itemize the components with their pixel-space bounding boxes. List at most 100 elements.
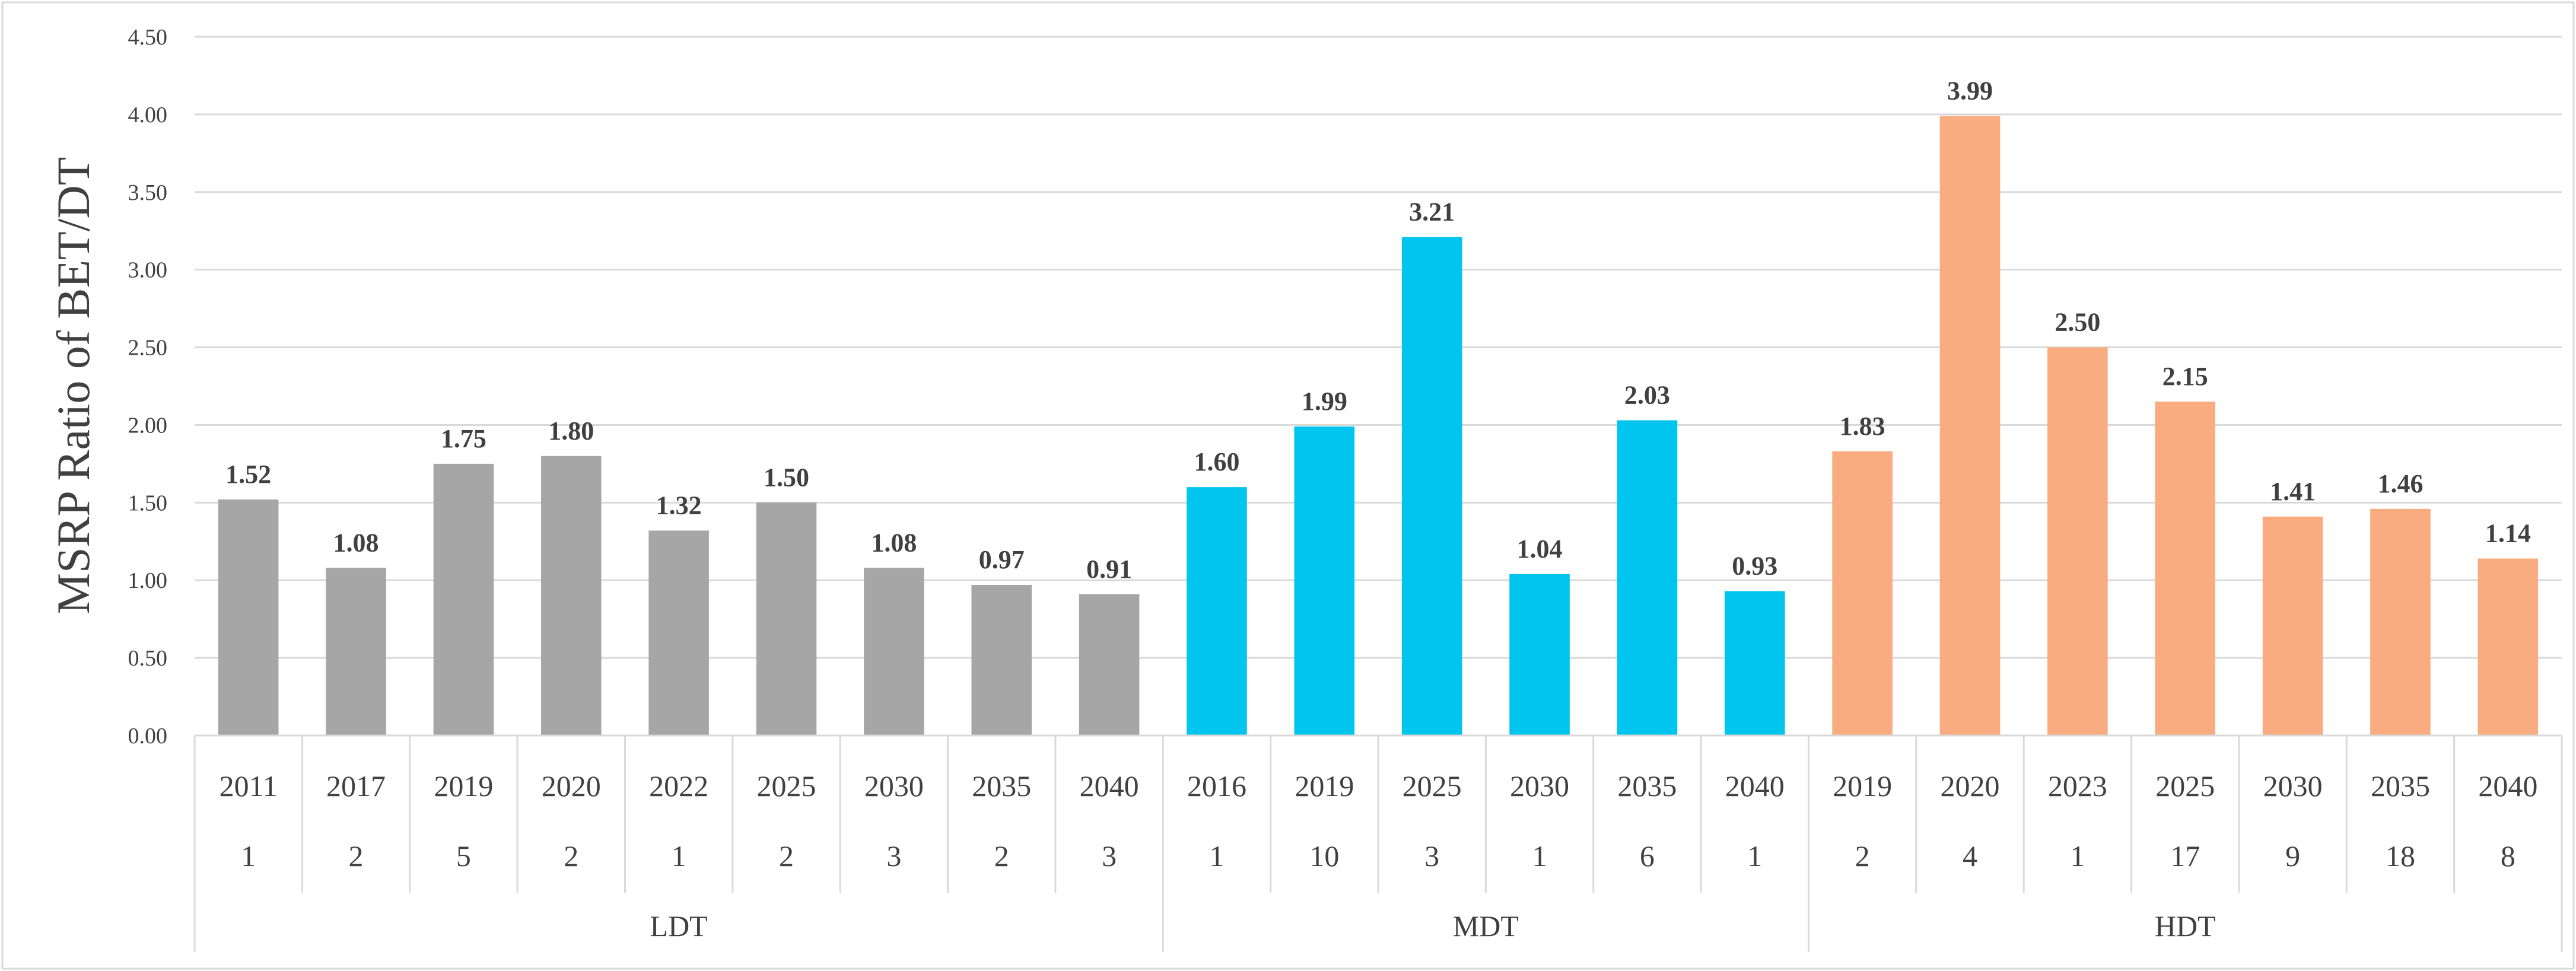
bar-ldt-2022 [648,530,709,736]
x-year-label: 2019 [1295,769,1354,803]
x-year-label: 2020 [542,769,601,803]
bar-hdt-2035 [2370,508,2431,736]
bar-hdt-2019 [1832,451,1893,736]
y-tick-label: 0.00 [128,724,168,749]
x-year-label: 2022 [649,769,708,803]
x-count-label: 1 [2070,839,2085,873]
bar-ldt-2035 [971,585,1032,736]
x-count-label: 3 [1102,839,1117,873]
y-axis-ticks: 0.00 0.50 1.00 1.50 2.00 2.50 3.00 3.50 4.00 4.50 [128,25,168,749]
x-year-label: 2019 [434,769,493,803]
x-count-label: 2 [994,839,1009,873]
bar-hdt-2040 [2478,558,2539,736]
data-label: 1.04 [1517,534,1563,564]
x-year-label: 2020 [1941,769,2000,803]
x-year-label: 2025 [2155,769,2215,803]
x-year-label: 2017 [326,769,386,803]
x-year-label: 2035 [1617,769,1677,803]
x-count-label: 5 [456,839,471,873]
y-tick-label: 4.00 [128,103,168,128]
data-label: 1.75 [441,424,486,453]
x-count-label: 8 [2501,839,2515,873]
x-year-label: 2011 [220,769,278,803]
x-count-label: 4 [1963,839,1977,873]
bar-hdt-2020 [1939,116,2001,736]
group-label-ldt: LDT [650,909,708,943]
bar-hdt-2023 [2047,347,2108,736]
bar-ldt-2017 [326,568,386,736]
data-label: 3.21 [1409,198,1455,227]
x-count-label: 6 [1640,839,1655,873]
data-label: 1.99 [1302,387,1347,416]
x-count-label: 17 [2170,839,2200,873]
x-count-label: 10 [1309,839,1339,873]
data-label: 2.03 [1624,381,1670,410]
x-count-label: 3 [1424,839,1439,873]
x-count-label: 18 [2386,839,2415,873]
bar-mdt-2040 [1724,591,1785,736]
x-year-label: 2030 [864,769,924,803]
x-count-label: 1 [1209,839,1224,873]
y-tick-label: 1.00 [128,568,168,593]
x-count-label: 9 [2285,839,2300,873]
bar-mdt-2019 [1294,426,1355,736]
x-year-label: 2035 [972,769,1031,803]
x-year-label: 2040 [2478,769,2537,803]
data-label: 1.32 [656,491,702,520]
data-label: 1.08 [333,528,379,557]
y-tick-label: 4.50 [128,25,168,50]
data-label: 1.83 [1840,412,1885,441]
bar-ldt-2019 [433,463,494,736]
x-count-label: 2 [779,839,794,873]
bar-ldt-2020 [540,456,602,736]
x-count-label: 2 [1855,839,1870,873]
bar-mdt-2016 [1187,487,1247,736]
x-year-label: 2025 [1403,769,1462,803]
bar-mdt-2025 [1401,237,1462,736]
y-tick-label: 2.00 [128,413,168,438]
data-label: 1.60 [1194,447,1239,476]
data-label: 1.08 [871,528,917,557]
x-year-label: 2040 [1725,769,1785,803]
bar-ldt-2040 [1079,594,1140,736]
bars [218,116,2539,736]
x-count-label: 2 [349,839,364,873]
data-label: 1.46 [2377,469,2423,498]
bar-ldt-2025 [756,502,817,736]
x-axis: 2011 1 2017 2 2019 5 2020 2 2022 1 2025 2 2030 3 2035 2… [193,734,2563,952]
data-label: 1.50 [764,463,809,492]
data-label: 0.97 [979,545,1025,574]
bar-ldt-2030 [864,568,924,736]
group-label-mdt: MDT [1453,909,1519,943]
data-label: 1.41 [2270,477,2316,506]
y-tick-label: 1.50 [128,491,168,515]
x-year-label: 2030 [1510,769,1569,803]
bar-mdt-2030 [1509,574,1570,736]
bar-hdt-2025 [2155,402,2216,736]
x-year-label: 2016 [1187,769,1246,803]
y-tick-label: 3.50 [128,180,168,205]
x-year-label: 2035 [2371,769,2430,803]
y-tick-label: 0.50 [128,646,168,671]
data-label: 3.99 [1947,77,1993,106]
bar-hdt-2030 [2262,516,2323,736]
x-count-label: 1 [241,839,256,873]
bar-ldt-2011 [218,499,279,736]
data-label: 0.91 [1086,555,1132,584]
y-tick-label: 3.00 [128,258,168,283]
x-year-label: 2023 [2048,769,2107,803]
x-count-label: 3 [886,839,901,873]
x-count-label: 2 [564,839,578,873]
x-year-label: 2030 [2263,769,2323,803]
y-axis-label: MSRP Ratio of BET/DT [47,157,99,615]
data-label: 2.15 [2162,362,2208,391]
x-year-label: 2025 [757,769,816,803]
data-labels: 1.52 1.08 1.75 1.80 1.32 1.50 1.08 0.97 0.91 1.60… [225,77,2531,584]
x-year-label: 2040 [1080,769,1139,803]
data-label: 1.80 [548,416,594,445]
data-label: 1.52 [225,460,271,489]
data-label: 1.14 [2485,519,2531,548]
